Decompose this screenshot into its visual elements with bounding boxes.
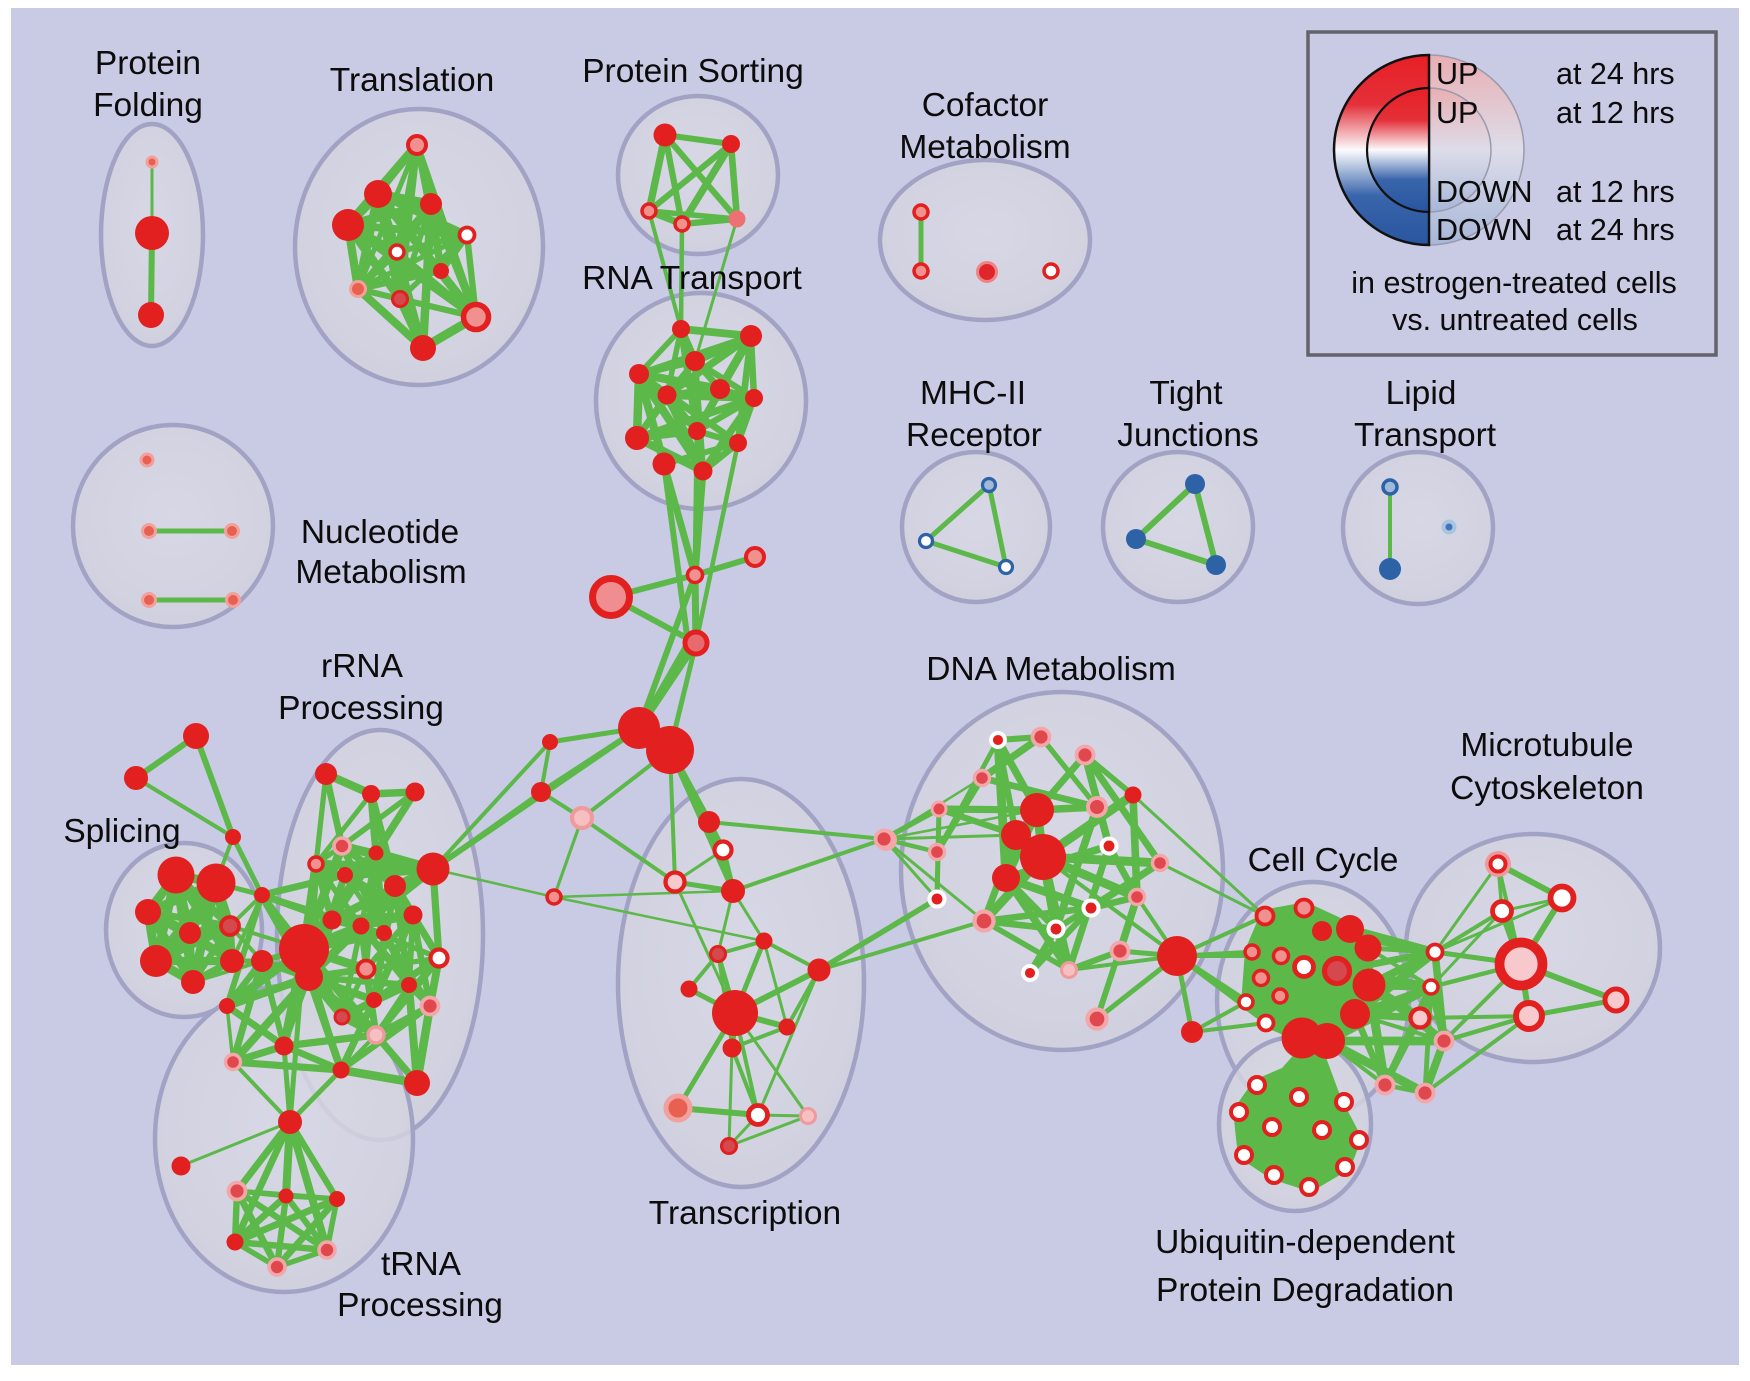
svg-text:rRNA: rRNA <box>321 648 404 685</box>
svg-text:at 24 hrs: at 24 hrs <box>1556 57 1675 91</box>
svg-text:DOWN: DOWN <box>1436 213 1533 247</box>
svg-text:DNA Metabolism: DNA Metabolism <box>926 651 1175 688</box>
svg-text:tRNA: tRNA <box>381 1246 462 1283</box>
svg-text:in estrogen-treated cells: in estrogen-treated cells <box>1351 266 1677 300</box>
svg-text:Folding: Folding <box>93 87 203 124</box>
svg-text:Cofactor: Cofactor <box>922 87 1049 124</box>
svg-text:RNA Transport: RNA Transport <box>582 260 802 297</box>
svg-text:UP: UP <box>1436 96 1478 130</box>
svg-text:Metabolism: Metabolism <box>295 554 466 591</box>
svg-text:Protein Degradation: Protein Degradation <box>1156 1272 1454 1309</box>
svg-text:Junctions: Junctions <box>1117 417 1259 454</box>
svg-text:DOWN: DOWN <box>1436 175 1533 209</box>
svg-text:Protein Sorting: Protein Sorting <box>582 53 804 90</box>
svg-text:at 12 hrs: at 12 hrs <box>1556 175 1675 209</box>
svg-text:at 24 hrs: at 24 hrs <box>1556 213 1675 247</box>
svg-text:Metabolism: Metabolism <box>899 129 1070 166</box>
svg-text:Nucleotide: Nucleotide <box>301 514 459 551</box>
svg-text:Cell Cycle: Cell Cycle <box>1248 842 1399 879</box>
svg-text:Ubiquitin-dependent: Ubiquitin-dependent <box>1155 1224 1456 1261</box>
svg-text:Processing: Processing <box>337 1287 503 1324</box>
svg-text:Microtubule: Microtubule <box>1460 727 1633 764</box>
svg-text:Translation: Translation <box>330 62 494 99</box>
svg-text:Splicing: Splicing <box>63 813 180 850</box>
svg-text:MHC-II: MHC-II <box>920 375 1026 412</box>
svg-text:Cytoskeleton: Cytoskeleton <box>1450 770 1644 807</box>
svg-text:Receptor: Receptor <box>906 417 1042 454</box>
svg-text:Protein: Protein <box>95 45 201 82</box>
svg-text:Transport: Transport <box>1354 417 1497 454</box>
svg-text:Transcription: Transcription <box>649 1195 841 1232</box>
svg-text:Processing: Processing <box>278 690 444 727</box>
svg-text:Lipid: Lipid <box>1386 375 1457 412</box>
svg-text:at 12 hrs: at 12 hrs <box>1556 96 1675 130</box>
svg-text:vs. untreated cells: vs. untreated cells <box>1392 303 1638 337</box>
svg-text:Tight: Tight <box>1149 375 1223 412</box>
svg-text:UP: UP <box>1436 57 1478 91</box>
